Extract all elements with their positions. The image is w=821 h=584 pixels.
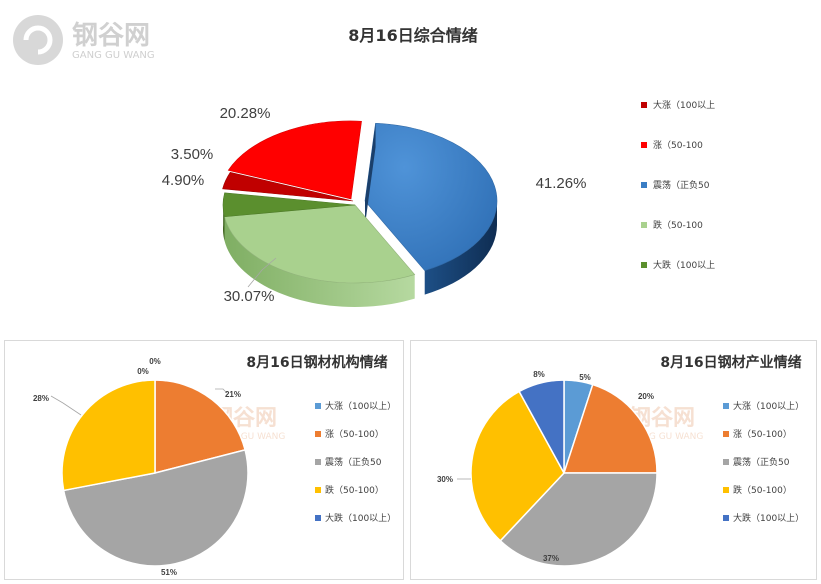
pie-slice [222,171,354,202]
legend-swatch [315,515,321,521]
legend-swatch [641,182,647,188]
leader-line [215,388,228,394]
data-label: 0% [137,367,149,376]
institution-chart-svg: 钢谷网 GANG GU WANG 8月16日钢材机构情绪 0%21%51%28%… [33,354,396,577]
watermark-logo: 钢谷网 GANG GU WANG [13,15,155,65]
legend-label: 跌（50-100） [325,485,384,496]
data-label: 41.26% [536,175,587,192]
data-label: 51% [161,568,177,577]
legend-label: 震荡（正负50 [653,179,710,191]
pie-slice [61,379,156,492]
legend-swatch [723,459,729,465]
legend-swatch [641,222,647,228]
legend-swatch [723,431,729,437]
data-label: 30.07% [224,288,275,305]
watermark-en: GANG GU WANG [629,432,703,442]
legend-label: 跌（50-100 [653,220,703,231]
watermark-cn: 钢谷网 [72,21,150,51]
pie-slice-side [224,216,415,307]
institution-sentiment-chart: 钢谷网 GANG GU WANG 8月16日钢材机构情绪 0% 21% 51% 28%… [4,340,404,580]
legend: 大涨（100以上） 涨（50-100） 震荡（正负50 跌（50-100） 大跌（100… [315,400,396,524]
data-label: 20.28% [220,105,271,122]
data-label: 21% [225,390,241,399]
legend-swatch [315,431,321,437]
pie-slice [224,204,416,284]
pie-slice [499,472,658,567]
legend-label: 大涨（100以上） [325,400,396,412]
data-label: 5% [579,373,591,382]
legend-swatch [723,515,729,521]
legend-label: 震荡（正负50 [325,456,382,468]
data-label: 0% [149,357,161,366]
pie-slice [154,379,246,474]
industry-sentiment-chart: 钢谷网 GANG GU WANG 8月16日钢材产业情绪 5% 20% 37% 30%… [410,340,817,580]
pie-3d: 3.50% 20.28% 41.26% 30.07% 4.90% [162,105,587,307]
legend-label: 涨（50-100） [733,429,792,440]
watermark-en: GANG GU WANG [72,50,155,61]
legend-label: 震荡（正负50 [733,456,790,468]
composite-chart-svg: 钢谷网 GANG GU WANG 8月16日综合情绪 3.50% 20.28% 41… [13,15,715,307]
chart-title: 8月16日钢材机构情绪 [246,354,387,371]
pie-slice [470,390,565,542]
pie-slice [518,379,565,474]
pie-slice [227,120,362,200]
legend-label: 涨（50-100） [325,429,384,440]
legend-label: 大涨（100以上） [733,400,804,412]
legend-swatch [315,459,321,465]
data-label: 30% [437,475,453,484]
leader-line [50,395,82,416]
data-label: 3.50% [171,146,214,163]
pie-slice [562,383,658,474]
pie: 5% 20% 37% 30% 8% [437,370,658,567]
legend: 大涨（100以上） 涨（50-100） 震荡（正负50 跌（50-100） 大跌（100… [723,400,804,524]
pie-slice-face [365,123,376,225]
legend-swatch [641,262,647,268]
pie-slice [222,192,356,218]
data-label: 4.90% [162,172,205,189]
legend-swatch [641,142,647,148]
watermark-en: GANG GU WANG [211,432,285,442]
legend-label: 涨（50-100 [653,140,703,151]
legend-swatch [315,403,321,409]
pie: 0% 21% 51% 28% 0% [33,357,249,577]
data-label: 28% [33,394,49,403]
legend-label: 大跌（100以上） [325,512,396,524]
pie-slice [364,122,498,271]
legend-label: 大涨（100以上 [653,99,715,111]
leader-line [247,257,277,288]
legend-swatch [315,487,321,493]
legend-label: 大跌（100以上） [733,512,804,524]
chart-title: 8月16日钢材产业情绪 [660,354,801,371]
logo-mark-icon [13,15,63,65]
legend-swatch [723,403,729,409]
pie-slice-side [424,200,497,295]
data-label: 20% [638,392,654,401]
legend-swatch [641,102,647,108]
pie-slice [62,448,249,567]
chart-title: 8月16日综合情绪 [348,26,477,45]
data-label: 37% [543,554,559,563]
legend-label: 跌（50-100） [733,485,792,496]
composite-sentiment-chart: 钢谷网 GANG GU WANG 8月16日综合情绪 3.50% 20.28% 41… [13,15,716,307]
data-label: 8% [533,370,545,379]
legend-label: 大跌（100以上 [653,259,715,271]
legend-swatch [723,487,729,493]
industry-chart-svg: 钢谷网 GANG GU WANG 8月16日钢材产业情绪 5%20%37%30%… [437,354,804,567]
